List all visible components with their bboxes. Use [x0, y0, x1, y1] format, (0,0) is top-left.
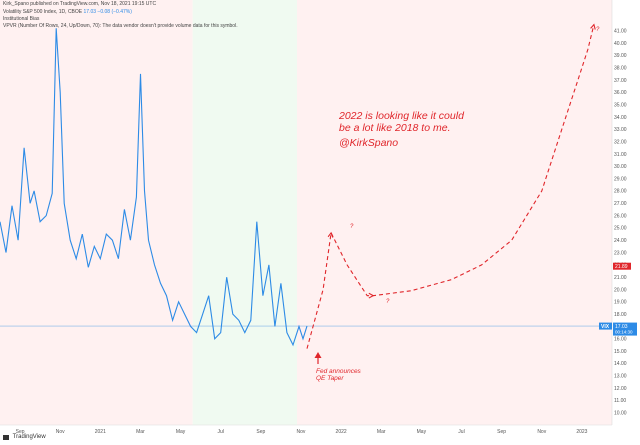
last-price-value: 17.03 — [615, 324, 628, 330]
last-price-symbol-tag — [599, 322, 612, 330]
tradingview-logo-icon — [3, 434, 9, 440]
arrow-head-trough-icon — [368, 292, 375, 299]
y-tick-label: 38.00 — [614, 66, 627, 72]
y-tick-label: 36.00 — [614, 90, 627, 96]
y-tick-label: 29.00 — [614, 176, 627, 182]
brand-name: TradingView — [12, 434, 46, 440]
publisher-line: Kirk_Spano published on TradingView.com,… — [3, 1, 157, 7]
projection-question-1: ? — [350, 224, 354, 230]
y-tick-label: 33.00 — [614, 127, 627, 133]
level-marker-label: 21.89 — [615, 264, 628, 270]
symbol-values: 17.03 −0.08 (−0.47%) — [83, 9, 132, 15]
last-price-symbol: VIX — [601, 324, 610, 330]
x-tick-label: Nov — [56, 429, 65, 435]
y-tick-label: 34.00 — [614, 115, 627, 121]
projection-question-2: ? — [386, 299, 390, 305]
fed-label-line-1: Fed announces — [316, 368, 362, 375]
projection-question-3: ? — [596, 27, 600, 33]
y-tick-label: 10.00 — [614, 410, 627, 416]
x-tick-label: Jul — [218, 429, 224, 435]
x-tick-label: 2023 — [576, 429, 587, 435]
fed-label-line-2: QE Taper — [316, 375, 344, 382]
y-tick-label: 35.00 — [614, 103, 627, 109]
background-band-0 — [0, 0, 193, 425]
projection-path — [306, 24, 595, 349]
indicator-vpvr[interactable]: VPVR (Number Of Rows, 24, Up/Down, 70): … — [3, 23, 238, 29]
y-tick-label: 19.00 — [614, 300, 627, 306]
x-tick-label: Sep — [497, 429, 506, 435]
y-tick-label: 30.00 — [614, 164, 627, 170]
author-handle: @KirkSpano — [339, 137, 398, 149]
x-tick-label: 2022 — [336, 429, 347, 435]
x-tick-label: Nov — [297, 429, 306, 435]
x-tick-label: Mar — [136, 429, 145, 435]
price-axis[interactable]: 10.0011.0012.0013.0014.0015.0016.0017.00… — [614, 29, 627, 417]
level-marker-tag — [613, 262, 631, 270]
indicator-institutional-bias[interactable]: Institutional Bias — [3, 16, 40, 22]
y-tick-label: 20.00 — [614, 287, 627, 293]
y-tick-label: 41.00 — [614, 29, 627, 35]
y-tick-label: 31.00 — [614, 152, 627, 158]
symbol-line: Volatility S&P 500 Index, 1D, CBOE 17.03… — [3, 9, 132, 15]
y-tick-label: 13.00 — [614, 374, 627, 380]
y-tick-label: 24.00 — [614, 238, 627, 244]
background-band-1 — [192, 0, 297, 425]
x-tick-label: 2021 — [95, 429, 106, 435]
y-tick-label: 15.00 — [614, 349, 627, 355]
y-tick-label: 27.00 — [614, 201, 627, 207]
x-tick-label: Jul — [458, 429, 464, 435]
last-price-tag — [613, 322, 637, 336]
vix-price-line — [0, 28, 308, 347]
y-tick-label: 25.00 — [614, 226, 627, 232]
y-tick-label: 16.00 — [614, 337, 627, 343]
y-tick-label: 23.00 — [614, 250, 627, 256]
symbol-name[interactable]: Volatility S&P 500 Index, 1D, CBOE — [3, 9, 83, 15]
y-tick-label: 11.00 — [614, 398, 626, 404]
arrow-head-peak-icon — [327, 231, 334, 238]
tradingview-footer[interactable]: TradingView — [3, 434, 46, 441]
background-band-2 — [296, 0, 612, 425]
fed-arrow-icon — [314, 352, 322, 364]
x-tick-label: May — [417, 429, 427, 435]
y-tick-label: 39.00 — [614, 53, 627, 59]
y-tick-label: 40.00 — [614, 41, 627, 47]
x-tick-label: Mar — [377, 429, 386, 435]
y-tick-label: 18.00 — [614, 312, 627, 318]
arrow-head-end-icon — [590, 23, 596, 30]
x-tick-label: May — [176, 429, 186, 435]
projection-arrows — [327, 23, 596, 299]
y-tick-label: 12.00 — [614, 386, 627, 392]
background-bands — [0, 0, 612, 425]
headline-line-2: be a lot like 2018 to me. — [339, 122, 451, 134]
y-tick-label: 26.00 — [614, 213, 627, 219]
y-tick-label: 32.00 — [614, 139, 627, 145]
y-tick-label: 37.00 — [614, 78, 627, 84]
x-tick-label: Nov — [537, 429, 546, 435]
bar-countdown: 00:14:30 — [615, 330, 633, 335]
y-tick-label: 28.00 — [614, 189, 627, 195]
headline-line-1: 2022 is looking like it could — [338, 110, 465, 122]
time-axis[interactable]: Sep Nov 2021 Mar May Jul Sep Nov 2022 Mar May Jul Se… — [16, 429, 588, 435]
y-tick-label: 14.00 — [614, 361, 627, 367]
x-tick-label: Sep — [16, 429, 25, 435]
x-tick-label: Sep — [256, 429, 265, 435]
y-tick-label: 21.00 — [614, 275, 627, 281]
